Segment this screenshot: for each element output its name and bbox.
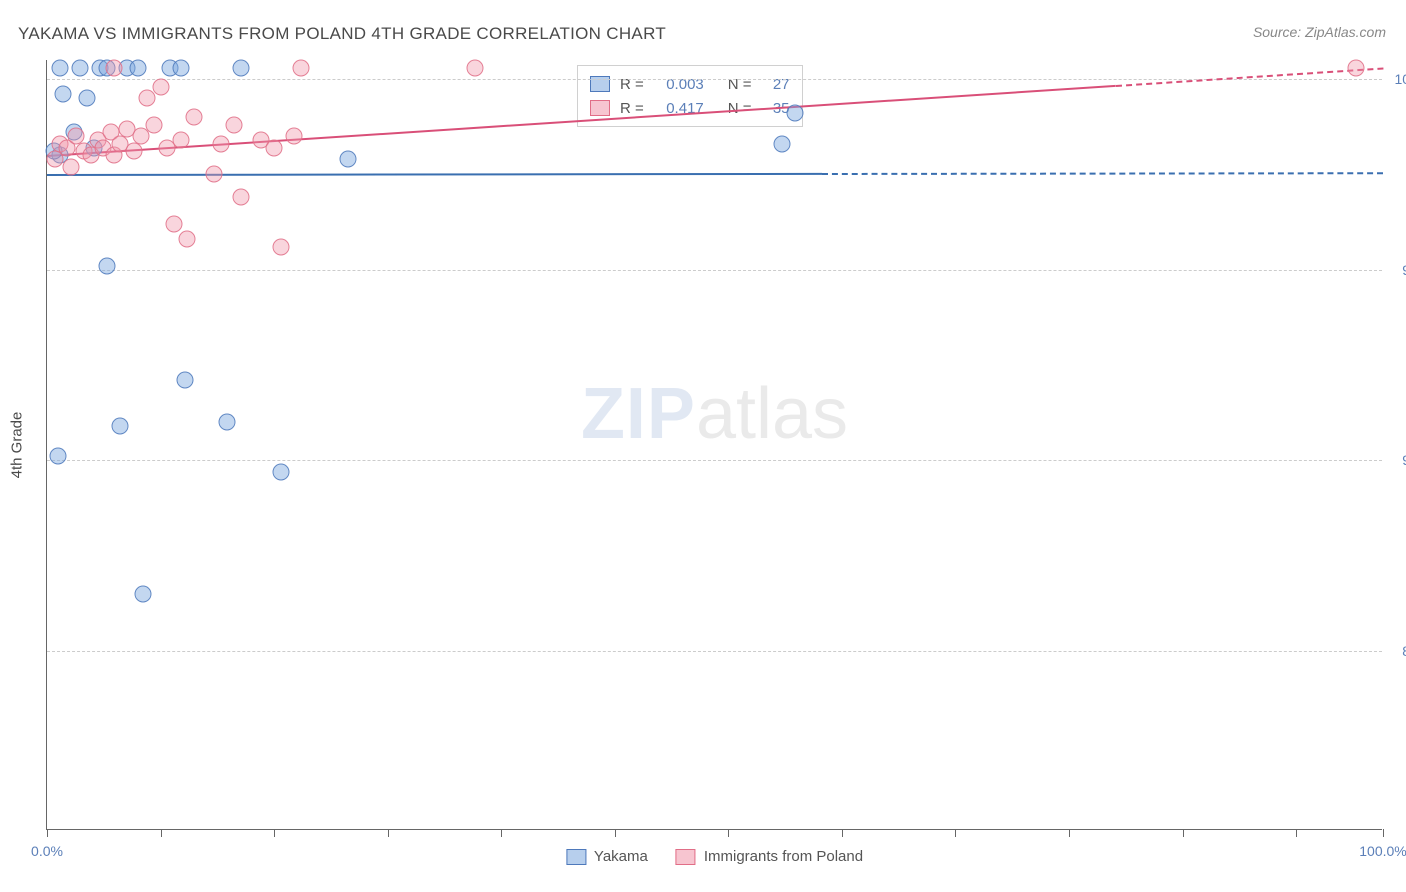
x-tick <box>615 829 616 837</box>
scatter-point <box>226 116 243 133</box>
watermark: ZIPatlas <box>581 373 848 455</box>
source-attribution: Source: ZipAtlas.com <box>1253 24 1386 40</box>
scatter-point <box>292 59 309 76</box>
legend-r-label: R = <box>620 100 644 117</box>
trend-line <box>47 173 822 176</box>
x-tick <box>161 829 162 837</box>
scatter-point <box>339 151 356 168</box>
scatter-point <box>787 105 804 122</box>
x-tick <box>501 829 502 837</box>
scatter-point <box>99 257 116 274</box>
x-tick <box>1183 829 1184 837</box>
scatter-point <box>185 109 202 126</box>
scatter-point <box>232 189 249 206</box>
scatter-point <box>176 372 193 389</box>
scatter-plot-area: 4th Grade ZIPatlas R =0.003N =27R =0.417… <box>46 60 1382 830</box>
scatter-point <box>266 139 283 156</box>
legend-label: Immigrants from Poland <box>704 848 863 865</box>
y-axis-label: 4th Grade <box>9 411 26 478</box>
scatter-point <box>219 414 236 431</box>
scatter-point <box>165 215 182 232</box>
scatter-point <box>272 463 289 480</box>
scatter-point <box>232 59 249 76</box>
scatter-point <box>135 585 152 602</box>
x-tick <box>47 829 48 837</box>
legend-r-label: R = <box>620 76 644 93</box>
scatter-point <box>79 90 96 107</box>
scatter-point <box>145 116 162 133</box>
scatter-point <box>47 151 64 168</box>
scatter-point <box>72 59 89 76</box>
scatter-point <box>172 59 189 76</box>
watermark-zip: ZIP <box>581 374 696 454</box>
watermark-atlas: atlas <box>696 374 848 454</box>
scatter-point <box>206 166 223 183</box>
trend-line <box>822 172 1383 175</box>
y-tick-label: 95.0% <box>1387 262 1406 278</box>
x-tick <box>728 829 729 837</box>
series-legend: Yakama Immigrants from Poland <box>566 848 863 865</box>
scatter-point <box>125 143 142 160</box>
scatter-point <box>152 78 169 95</box>
scatter-point <box>52 59 69 76</box>
scatter-point <box>286 128 303 145</box>
legend-swatch-icon <box>590 100 610 116</box>
scatter-point <box>63 158 80 175</box>
scatter-point <box>272 238 289 255</box>
scatter-point <box>105 59 122 76</box>
scatter-point <box>129 59 146 76</box>
x-tick <box>388 829 389 837</box>
legend-r-value: 0.003 <box>654 76 704 93</box>
chart-title: YAKAMA VS IMMIGRANTS FROM POLAND 4TH GRA… <box>18 24 666 44</box>
x-tick <box>274 829 275 837</box>
scatter-point <box>179 231 196 248</box>
gridline <box>47 460 1382 461</box>
legend-item: Yakama <box>566 848 648 865</box>
x-tick-label: 0.0% <box>31 843 63 859</box>
trend-line <box>1116 68 1383 88</box>
scatter-point <box>49 448 66 465</box>
x-tick <box>1069 829 1070 837</box>
x-tick <box>1383 829 1384 837</box>
legend-swatch-icon <box>566 849 586 865</box>
scatter-point <box>55 86 72 103</box>
scatter-point <box>112 417 129 434</box>
x-tick <box>1296 829 1297 837</box>
scatter-point <box>773 135 790 152</box>
scatter-point <box>212 135 229 152</box>
legend-n-label: N = <box>728 76 752 93</box>
scatter-point <box>172 132 189 149</box>
scatter-point <box>466 59 483 76</box>
x-tick <box>955 829 956 837</box>
legend-n-value: 27 <box>762 76 790 93</box>
legend-swatch-icon <box>676 849 696 865</box>
scatter-point <box>1348 59 1365 76</box>
y-tick-label: 90.0% <box>1387 452 1406 468</box>
x-tick <box>842 829 843 837</box>
legend-item: Immigrants from Poland <box>676 848 863 865</box>
y-tick-label: 85.0% <box>1387 643 1406 659</box>
legend-row: R = 0.003 N = 27 <box>590 72 790 96</box>
gridline <box>47 270 1382 271</box>
y-tick-label: 100.0% <box>1387 71 1406 87</box>
x-tick-label: 100.0% <box>1359 843 1406 859</box>
legend-label: Yakama <box>594 848 648 865</box>
gridline <box>47 651 1382 652</box>
